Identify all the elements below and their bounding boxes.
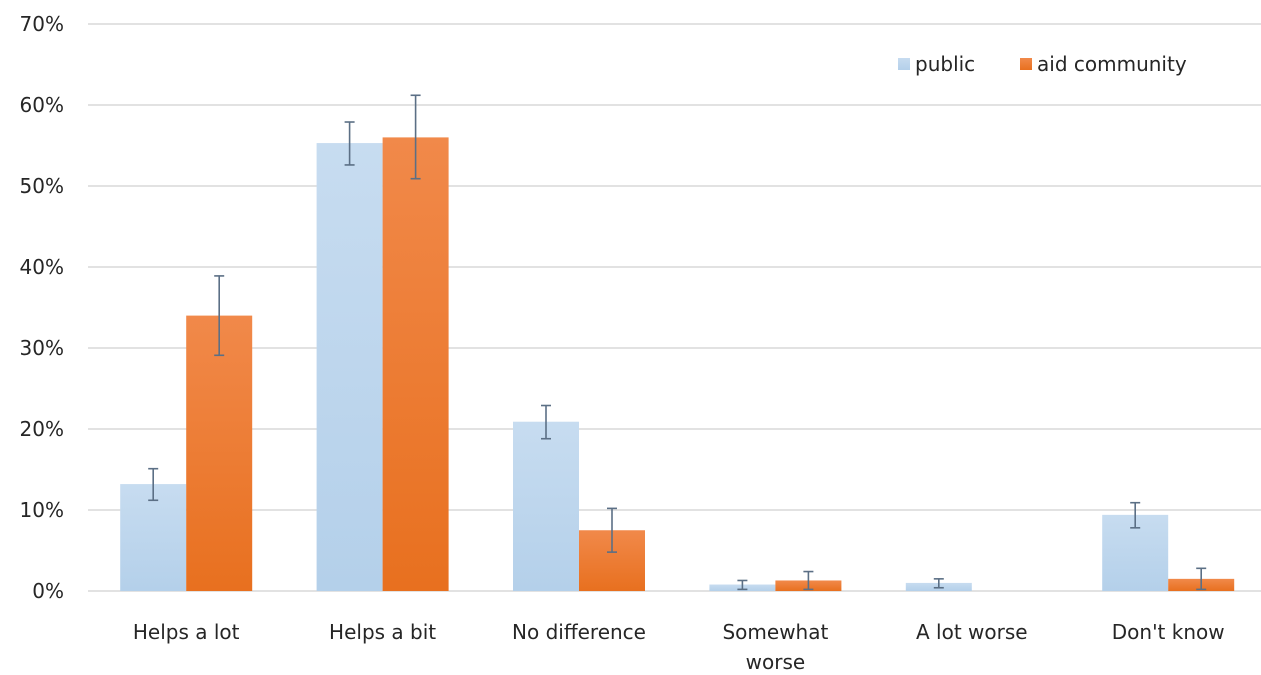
error-bar-aid-community [214,275,225,357]
y-tick-label: 10% [20,498,64,522]
legend-label: public [915,52,975,76]
legend-item-aid-community: aid community [1020,52,1187,76]
error-bar-public [933,578,944,589]
bars [120,137,1235,591]
error-bar-public [148,467,159,502]
y-tick-label: 60% [20,93,64,117]
error-bar-public [1130,501,1141,529]
legend-label: aid community [1037,52,1187,76]
y-tick-label: 70% [20,12,64,36]
gridlines [88,23,1261,592]
error-bar-aid-community [803,570,814,591]
error-bars [148,94,1207,591]
x-tick-label: Helps a bit [329,620,436,644]
error-bar-public [344,121,355,166]
legend-swatch [1020,58,1032,70]
x-axis-category-labels: Helps a lot Helps a bit No difference Somew… [133,620,1225,674]
legend-swatch [898,58,910,70]
y-tick-label: 0% [32,579,64,603]
x-tick-label: Helps a lot [133,620,240,644]
legend-item-public: public [898,52,975,76]
x-tick-label: Don't know [1112,620,1225,644]
error-bar-aid-community [1196,567,1207,591]
bar-public [316,143,383,591]
bar-public [120,484,187,591]
y-tick-label: 40% [20,255,64,279]
error-bar-public [737,579,748,591]
x-tick-label: A lot worse [916,620,1028,644]
y-tick-label: 20% [20,417,64,441]
y-tick-label: 50% [20,174,64,198]
error-bar-aid-community [410,94,421,180]
error-bar-aid-community [607,507,617,553]
bar-aid-community [186,315,253,591]
y-axis-tick-labels: 0% 10% 20% 30% 40% 50% 60% 70% [20,12,64,603]
x-tick-label: No difference [512,620,646,644]
x-tick-label: Somewhat worse [722,620,828,674]
legend: public aid community [898,52,1187,76]
bar-aid-community [382,137,449,591]
y-tick-label: 30% [20,336,64,360]
bar-public [513,421,579,591]
error-bar-public [541,404,551,440]
